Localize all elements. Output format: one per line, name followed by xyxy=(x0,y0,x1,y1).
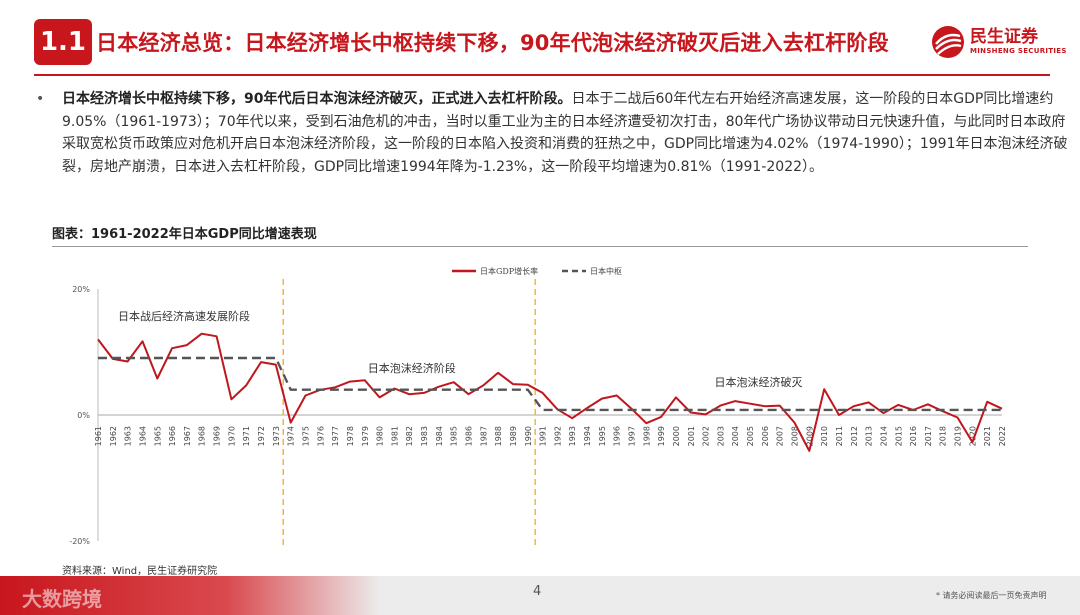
legend-label: 日本GDP增长率 xyxy=(480,266,538,276)
x-tick-label: 2007 xyxy=(776,426,785,446)
x-tick-label: 1990 xyxy=(524,426,533,446)
header-divider xyxy=(34,74,1050,76)
x-tick-label: 1998 xyxy=(642,426,651,446)
page-footer: 大数跨境 4 * 请务必阅读最后一页免责声明 xyxy=(0,576,1080,615)
footer-red-band xyxy=(0,576,380,615)
x-tick-label: 2011 xyxy=(835,426,844,446)
minsheng-logo-icon xyxy=(932,26,964,58)
x-tick-label: 2000 xyxy=(672,426,681,446)
x-tick-label: 2022 xyxy=(998,426,1007,446)
x-tick-label: 1996 xyxy=(613,426,622,446)
page-number: 4 xyxy=(533,584,542,599)
x-tick-label: 1967 xyxy=(183,426,192,446)
x-tick-label: 2004 xyxy=(731,426,740,446)
x-tick-label: 1979 xyxy=(361,426,370,446)
x-tick-label: 2013 xyxy=(865,426,874,446)
x-tick-label: 1997 xyxy=(628,426,637,446)
x-tick-label: 1978 xyxy=(346,426,355,446)
y-tick-label: 20% xyxy=(72,285,90,294)
watermark: 大数跨境 xyxy=(22,587,102,611)
y-tick-label: 0% xyxy=(77,411,90,420)
x-tick-label: 1974 xyxy=(287,426,296,446)
legend-label: 日本中枢 xyxy=(590,266,622,276)
x-tick-label: 1987 xyxy=(479,426,488,446)
x-tick-label: 2019 xyxy=(954,426,963,446)
x-tick-label: 1985 xyxy=(450,426,459,446)
x-tick-label: 1986 xyxy=(464,426,473,446)
x-tick-label: 1993 xyxy=(568,426,577,446)
x-tick-label: 1971 xyxy=(242,426,251,446)
x-tick-label: 2008 xyxy=(791,426,800,446)
figure-source: 资料来源：Wind，民生证券研究院 xyxy=(62,566,218,577)
disclaimer-note: * 请务必阅读最后一页免责声明 xyxy=(936,591,1047,600)
x-tick-label: 1975 xyxy=(301,426,310,446)
x-tick-label: 2017 xyxy=(924,426,933,446)
x-tick-label: 2002 xyxy=(702,426,711,446)
bullet-mark: • xyxy=(36,91,45,107)
x-tick-label: 1988 xyxy=(494,426,503,446)
x-tick-label: 1962 xyxy=(109,426,118,446)
x-tick-label: 1976 xyxy=(316,426,325,446)
x-tick-label: 1982 xyxy=(405,426,414,446)
page-title: 日本经济总览：日本经济增长中枢持续下移，90年代泡沫经济破灭后进入去杠杆阶段 xyxy=(96,31,889,55)
x-tick-label: 1984 xyxy=(435,426,444,446)
x-tick-label: 2018 xyxy=(939,426,948,446)
x-tick-label: 1965 xyxy=(153,426,162,446)
x-tick-label: 2009 xyxy=(805,426,814,446)
x-tick-label: 1991 xyxy=(539,426,548,446)
figure-title: 图表：1961-2022年日本GDP同比增速表现 xyxy=(52,227,317,242)
chart-svg: -20% 0% 20% 1961 1962 1963 1964 1965 1966 1967 196… xyxy=(69,266,1007,547)
x-tick-label: 2015 xyxy=(894,426,903,446)
x-tick-label: 1992 xyxy=(553,426,562,446)
logo-text-en: MINSHENG SECURITIES xyxy=(970,47,1067,55)
x-tick-label: 1963 xyxy=(124,426,133,446)
x-tick-label: 2016 xyxy=(909,426,918,446)
x-tick-label: 1973 xyxy=(272,426,281,446)
x-tick-label: 2010 xyxy=(820,426,829,446)
x-tick-label: 1989 xyxy=(509,426,518,446)
x-tick-label: 1969 xyxy=(213,426,222,446)
phase-annotation: 日本泡沫经济破灭 xyxy=(714,375,802,389)
summary-lead: 日本经济增长中枢持续下移，90年代后日本泡沫经济破灭，正式进入去杠杆阶段。 xyxy=(62,91,572,107)
x-tick-label: 1995 xyxy=(598,426,607,446)
logo-text-cn: 民生证券 xyxy=(970,27,1038,47)
x-tick-label: 1970 xyxy=(227,426,236,446)
x-tick-label: 1983 xyxy=(420,426,429,446)
figure-title-rule xyxy=(52,246,1028,247)
brand-logo: 民生证券 MINSHENG SECURITIES xyxy=(930,22,1070,66)
x-tick-label: 1981 xyxy=(390,426,399,446)
x-tick-label: 1980 xyxy=(376,426,385,446)
x-tick-label: 2021 xyxy=(983,426,992,446)
summary-body: 日本于二战后60年代左右开始经济高速发展，这一阶段的日本GDP同比增速约9.05… xyxy=(62,91,1068,175)
x-tick-label: 1994 xyxy=(583,426,592,446)
x-tick-label: 1966 xyxy=(168,426,177,446)
y-tick-label: -20% xyxy=(69,537,90,546)
x-tick-label: 2012 xyxy=(850,426,859,446)
x-tick-label: 2006 xyxy=(761,426,770,446)
gdp-growth-chart: -20% 0% 20% 1961 1962 1963 1964 1965 1966 1967 196… xyxy=(52,252,1028,558)
phase-annotation: 日本战后经济高速发展阶段 xyxy=(118,309,250,323)
x-tick-label: 1968 xyxy=(198,426,207,446)
x-tick-label: 2020 xyxy=(968,426,977,446)
x-tick-label: 2003 xyxy=(716,426,725,446)
summary-text: 日本经济增长中枢持续下移，90年代后日本泡沫经济破灭，正式进入去杠杆阶段。日本于… xyxy=(62,88,1070,178)
x-tick-label: 2005 xyxy=(746,426,755,446)
x-tick-label: 1964 xyxy=(138,426,147,446)
x-tick-label: 2001 xyxy=(687,426,696,446)
section-number: 1.1 xyxy=(34,19,92,65)
trend-center-line xyxy=(98,356,1002,412)
gdp-growth-line xyxy=(97,332,1003,452)
x-tick-label: 1977 xyxy=(331,426,340,446)
x-tick-label: 1961 xyxy=(94,426,103,446)
x-tick-label: 1999 xyxy=(657,426,666,446)
x-tick-label: 1972 xyxy=(257,426,266,446)
phase-annotation: 日本泡沫经济阶段 xyxy=(368,361,456,375)
x-tick-label: 2014 xyxy=(879,426,888,446)
